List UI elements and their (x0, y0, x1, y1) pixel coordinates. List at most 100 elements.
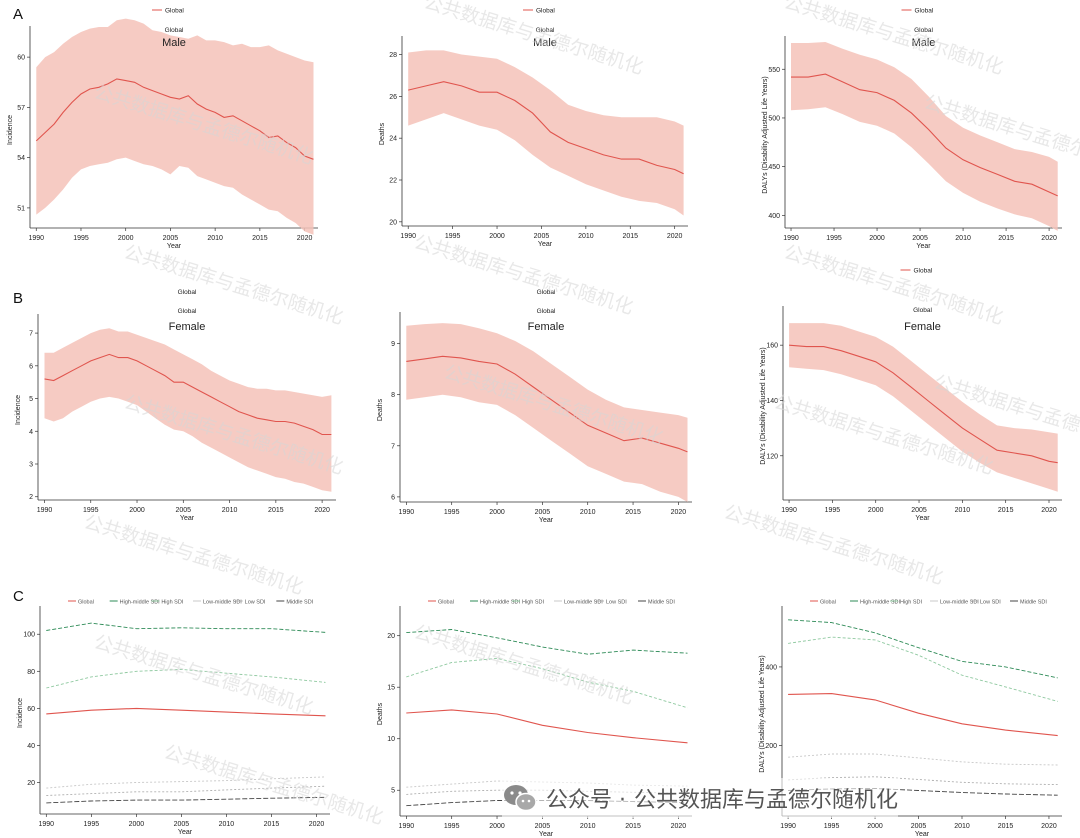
x-tick-label: 2020 (1041, 235, 1057, 242)
uncertainty-band (44, 328, 332, 492)
x-tick-label: 2005 (163, 235, 179, 242)
chart-sdi-incidence: 1990 1995 2000 2005 2010 2015 202020406080100Y… (17, 600, 330, 836)
y-tick-label: 4 (29, 429, 33, 436)
y-tick-label: 2 (29, 494, 33, 501)
y-tick-label: 15 (387, 685, 395, 692)
y-axis-label: DALYs (Disability Adjusted Life Years) (759, 655, 766, 772)
legend-label: Low SDI (980, 600, 1001, 606)
facet-label: Global (913, 307, 932, 314)
x-axis-label: Year (180, 515, 195, 522)
legend-label: Global (915, 8, 934, 15)
x-tick-label: 1990 (28, 235, 44, 242)
x-tick-label: 2010 (219, 821, 235, 828)
x-tick-label: 2010 (207, 235, 223, 242)
chart-male-incidence: 1990 1995 2000 2005 2010 2015 2020 51 54 57 60 Year… (7, 8, 318, 250)
x-tick-label: 1995 (826, 235, 842, 242)
y-tick-label: 10 (387, 736, 395, 743)
series-line-sdi-global (406, 709, 688, 744)
x-tick-label: 1995 (824, 823, 840, 830)
x-axis-label: Year (538, 241, 553, 248)
x-tick-label: 2005 (174, 821, 190, 828)
x-tick-label: 2000 (489, 509, 505, 516)
x-tick-label: 2015 (998, 823, 1014, 830)
x-tick-label: 1995 (445, 233, 461, 240)
series-line-global (791, 73, 1058, 197)
series-line-sdi-high (406, 657, 688, 709)
series-line-sdi-high-middle (46, 622, 326, 633)
footer-account-prefix: 公众号 · (546, 788, 626, 813)
series-line-sdi-low-middle (46, 776, 326, 789)
x-tick-label: 1990 (37, 507, 53, 514)
x-tick-label: 1995 (825, 507, 841, 514)
series-line-global (789, 344, 1058, 464)
y-axis-label: Incidence (7, 115, 14, 145)
panel-title: Female (528, 321, 565, 333)
facet-label: Global (178, 289, 197, 296)
x-tick-label: 2005 (911, 507, 927, 514)
y-tick-label: 9 (391, 341, 395, 348)
x-tick-label: 2000 (129, 821, 145, 828)
x-axis-label: Year (539, 831, 554, 838)
series-line-sdi-high-middle (406, 629, 688, 655)
x-tick-label: 1995 (444, 823, 460, 830)
chart-female-deaths: 1990 1995 2000 2005 2010 2015 2020 6 7 8 9 Year Deat… (377, 289, 692, 524)
panel-title: Female (904, 321, 941, 333)
y-tick-label: 24 (389, 136, 397, 143)
uncertainty-band (406, 323, 688, 502)
x-tick-label: 1995 (444, 509, 460, 516)
legend-label: Global (536, 8, 555, 15)
x-tick-label: 2005 (911, 823, 927, 830)
y-tick-label: 100 (23, 632, 35, 639)
y-axis-label: DALYs (Disability Adjusted Life Years) (762, 76, 769, 193)
panel-title: Male (912, 37, 936, 49)
y-tick-label: 40 (27, 743, 35, 750)
legend-label: High-middle SDI (480, 600, 521, 606)
series-line-global (35, 78, 314, 160)
x-tick-label: 1995 (83, 507, 99, 514)
chart-male-deaths: 1990 1995 2000 2005 2010 2015 20202022242628Ye… (379, 8, 688, 248)
legend-label: Low-middle SDI (940, 600, 979, 606)
legend-label: Low-middle SDI (203, 600, 242, 606)
series-line-sdi-global (46, 707, 326, 717)
y-tick-label: 3 (29, 462, 33, 469)
y-tick-label: 400 (768, 213, 780, 220)
series-line-sdi-high-middle (788, 619, 1058, 679)
x-tick-label: 1990 (399, 509, 415, 516)
x-tick-label: 2015 (268, 507, 284, 514)
y-tick-label: 6 (391, 494, 395, 501)
y-axis-label: Incidence (15, 395, 22, 425)
y-tick-label: 450 (768, 164, 780, 171)
uncertainty-band (36, 18, 314, 235)
footer-brand: 公众号 · 公共数据库与孟德尔随机化 (502, 778, 899, 818)
y-tick-label: 20 (387, 633, 395, 640)
series-line-sdi-low (46, 785, 326, 796)
x-axis-label: Year (167, 243, 182, 250)
y-axis-label: Deaths (379, 122, 386, 145)
x-tick-label: 2015 (998, 235, 1014, 242)
series-line-sdi-high (788, 636, 1058, 702)
y-axis-label: Incidence (17, 698, 24, 728)
x-tick-label: 2005 (176, 507, 192, 514)
x-tick-label: 2010 (580, 823, 596, 830)
legend-label: Low-middle SDI (564, 600, 603, 606)
x-tick-label: 2000 (129, 507, 145, 514)
x-tick-label: 2020 (671, 823, 687, 830)
legend-label: Low SDI (606, 600, 627, 606)
legend-label: Global (438, 600, 454, 606)
x-tick-label: 2010 (954, 823, 970, 830)
x-tick-label: 2000 (489, 823, 505, 830)
legend-label: High-middle SDI (860, 600, 901, 606)
x-tick-label: 1995 (84, 821, 100, 828)
facet-label-sub: Global (178, 308, 197, 315)
facet-label: Global (536, 27, 555, 34)
y-tick-label: 5 (391, 788, 395, 795)
series-line-global (44, 353, 332, 436)
y-tick-label: 120 (766, 453, 778, 460)
y-tick-label: 20 (27, 780, 35, 787)
x-tick-label: 2015 (625, 823, 641, 830)
chart-female-incidence: 1990 1995 2000 2005 2010 2015 2020 2 3 4 5 6 7 Year In… (15, 289, 336, 522)
chart-sdi-dalys: 1990 1995 2000 2005 2010 2015 2020 200 400 Year DA… (759, 600, 1062, 838)
x-tick-label: 2015 (998, 507, 1014, 514)
y-axis-label: Deaths (377, 398, 384, 421)
y-axis-label: DALYs (Disability Adjusted Life Years) (760, 347, 767, 464)
